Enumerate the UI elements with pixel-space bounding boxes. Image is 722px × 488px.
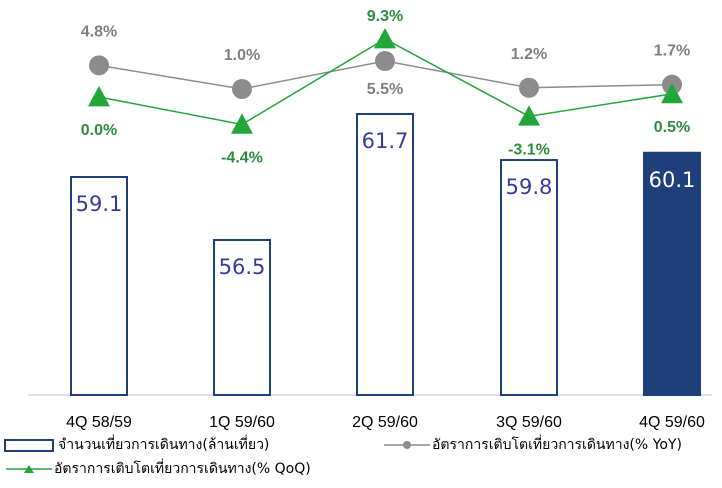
x-tick-label: 4Q 58/59 [66, 414, 132, 431]
bar [500, 159, 558, 396]
yoy-data-label: 1.2% [511, 46, 547, 63]
legend-yoy-swatch [384, 441, 430, 449]
legend-qoq-label: อัตราการเติบโตเที่ยวการเดินทาง(% QoQ) [54, 461, 311, 477]
legend-bar-label: จำนวนเที่ยวการเดินทาง(ล้านเที่ยว) [58, 437, 270, 453]
yoy-data-label: 4.8% [81, 23, 117, 40]
x-tick-label: 2Q 59/60 [352, 414, 418, 431]
bar-value-label: 59.8 [506, 175, 553, 199]
yoy-point [375, 51, 395, 71]
yoy-point [232, 79, 252, 99]
qoq-point [661, 82, 683, 104]
bar [213, 239, 271, 396]
legend-yoy: อัตราการเติบโตเที่ยวการเดินทาง(% YoY) [382, 434, 682, 456]
qoq-data-label: 0.5% [654, 119, 690, 136]
bar [643, 151, 701, 396]
yoy-data-label: 5.5% [367, 81, 403, 98]
yoy-data-label: 1.7% [654, 43, 690, 60]
legend-qoq: อัตราการเติบโตเที่ยวการเดินทาง(% QoQ) [4, 458, 311, 480]
x-tick-label: 4Q 59/60 [639, 414, 705, 431]
legend-qoq-swatch [6, 465, 52, 473]
qoq-data-label: -4.4% [221, 149, 263, 166]
legend-bar-swatch [4, 438, 54, 452]
bar [70, 176, 128, 396]
yoy-point [519, 77, 539, 98]
qoq-point [88, 86, 110, 107]
legend-yoy-label: อัตราการเติบโตเที่ยวการเดินทาง(% YoY) [432, 437, 682, 453]
yoy-point [89, 55, 109, 76]
bar-value-label: 59.1 [76, 192, 123, 216]
x-tick-label: 3Q 59/60 [496, 414, 562, 431]
qoq-data-label: 0.0% [81, 122, 117, 139]
x-tick-label: 1Q 59/60 [209, 414, 275, 431]
bar [356, 113, 414, 396]
qoq-data-label: 9.3% [367, 8, 403, 25]
qoq-point [231, 113, 253, 134]
bar-value-label: 61.7 [362, 129, 409, 153]
qoq-point [374, 28, 396, 49]
qoq-data-label: -3.1% [508, 141, 550, 158]
bar-value-label: 56.5 [219, 255, 266, 279]
qoq-point [518, 105, 540, 126]
legend-bar: จำนวนเที่ยวการเดินทาง(ล้านเที่ยว) [4, 434, 269, 456]
yoy-data-label: 1.0% [224, 47, 260, 64]
bar-value-label: 60.1 [649, 168, 696, 192]
